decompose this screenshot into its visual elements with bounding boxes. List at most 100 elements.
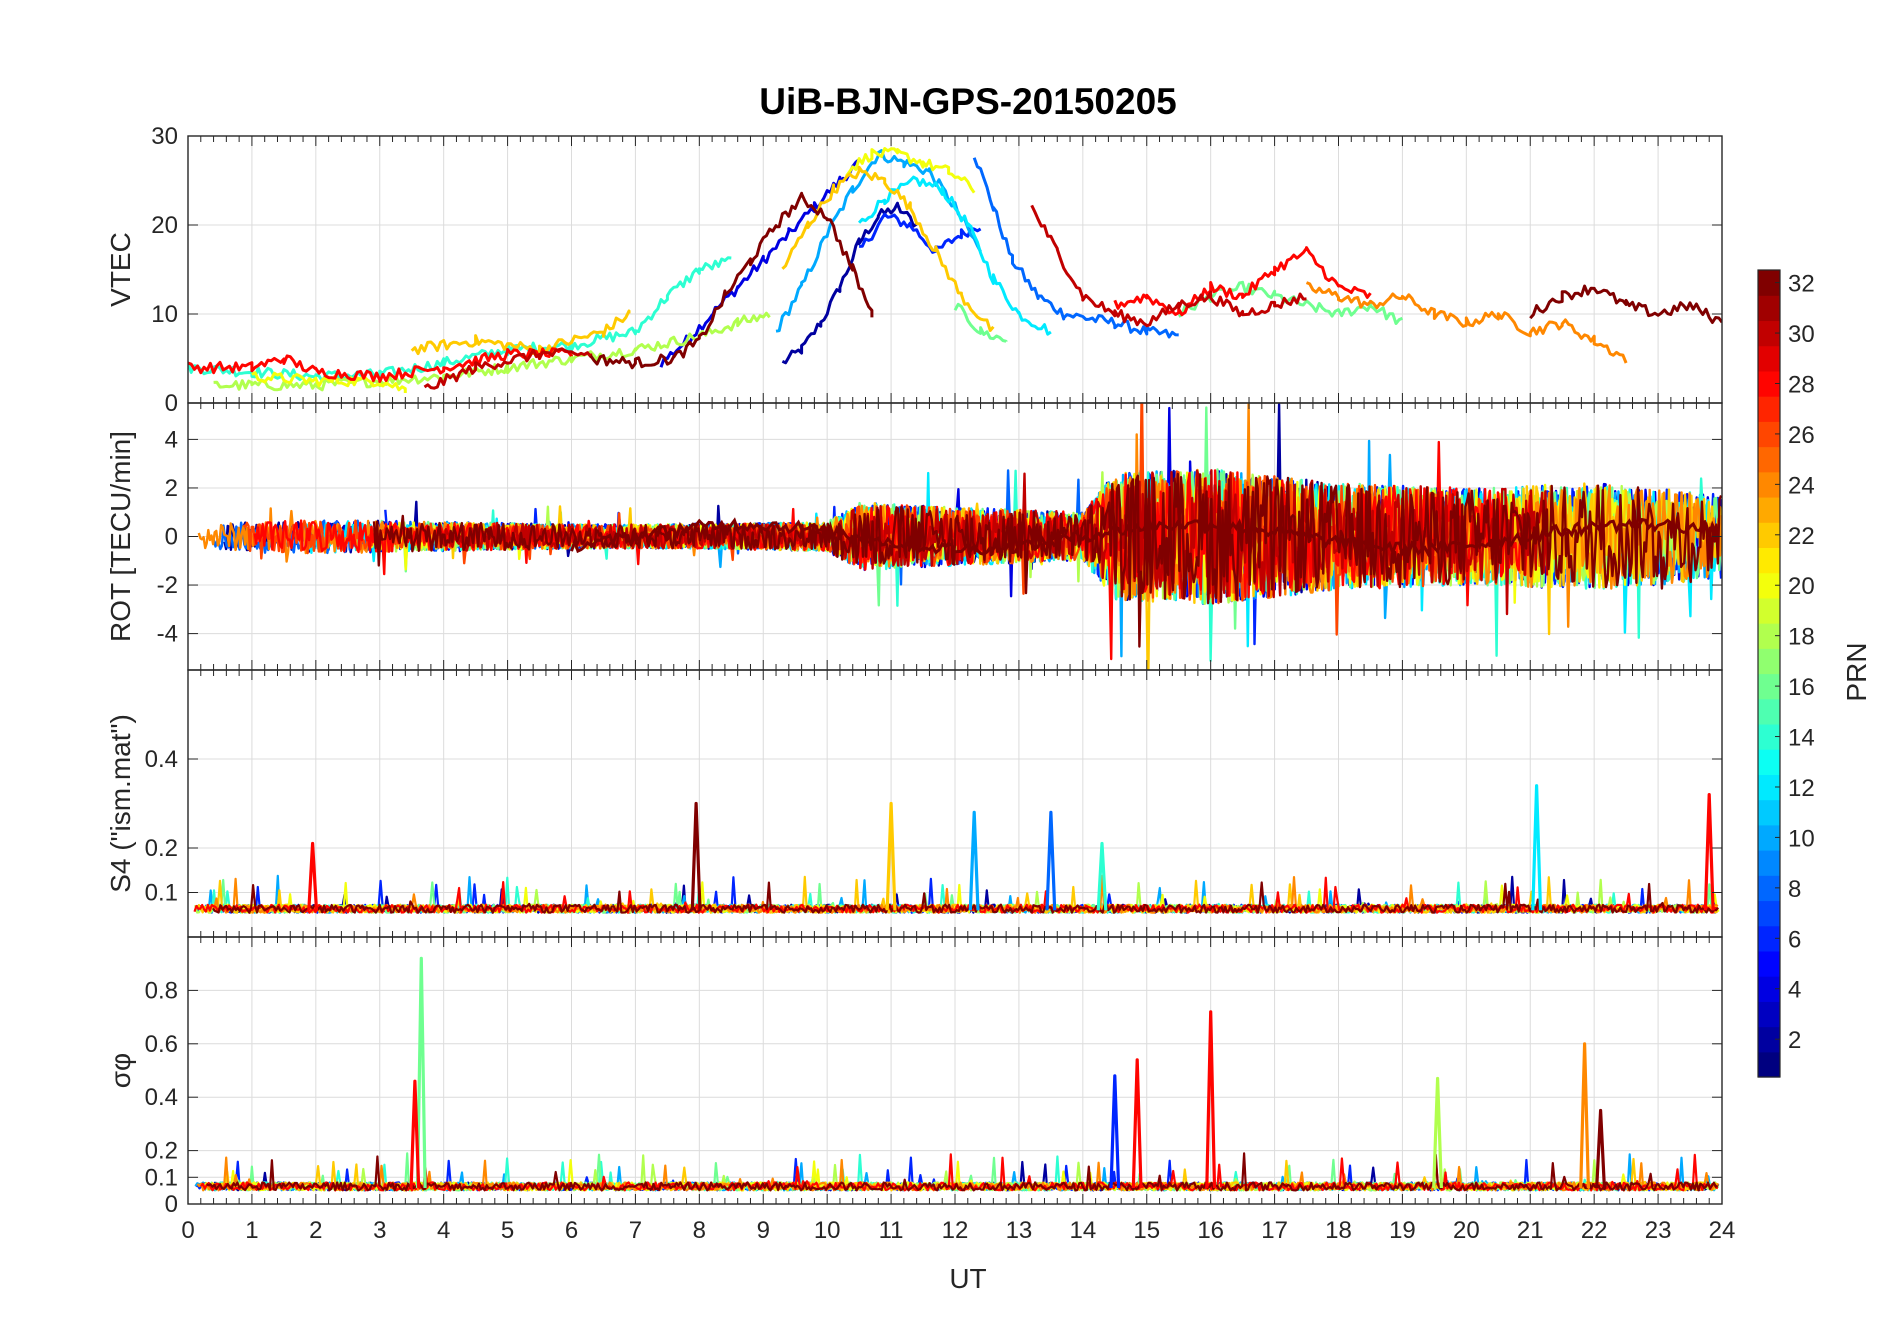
sigma_phi-peak-2 [1109,1074,1121,1189]
x-tick-label: 3 [373,1217,386,1244]
y-tick-label: 0 [165,524,178,551]
y-tick-label: 0.4 [145,1084,178,1111]
colorbar-tick-label: 30 [1788,321,1815,348]
x-tick-label: 13 [1006,1217,1033,1244]
colorbar-tick-label: 22 [1788,523,1815,550]
y-tick-label: 2 [165,475,178,502]
colorbar-segment [1758,623,1780,649]
sigma_phi-peak-0 [415,956,427,1189]
vtec-series-prn-8 [972,157,1179,339]
x-tick-label: 6 [565,1217,578,1244]
tick-marks [187,937,1723,1204]
colorbar-tick-label: 16 [1788,674,1815,701]
colorbar-tick-label: 8 [1788,876,1801,903]
colorbar-segment [1758,1051,1780,1078]
rot-series-prn-32-trend [570,517,1720,559]
x-tick-label: 24 [1709,1217,1736,1244]
rot-series-prn-32 [372,472,1722,648]
colorbar-segment [1758,471,1780,498]
sigma_phi-peak-5 [1432,1076,1443,1189]
s4-peak-2 [885,801,897,911]
tick-marks [187,670,1723,937]
colorbar-segment [1758,698,1780,725]
x-tick-label: 7 [629,1217,642,1244]
vtec-series-prn-30 [423,204,1307,390]
colorbar-tick-label: 2 [1788,1027,1801,1054]
vtec-series-prn-20 [251,147,976,393]
s4-peak-1 [690,801,702,911]
colorbar-segment [1758,850,1780,876]
colorbar-segment [1758,950,1780,977]
vtec-series-prn-6 [859,212,982,254]
colorbar-segment [1758,749,1780,775]
y-tick-label: 4 [165,426,178,453]
colorbar-segment [1758,824,1780,851]
colorbar-segment [1758,345,1780,372]
plot-area [194,956,1720,1192]
x-tick-label: 18 [1325,1217,1352,1244]
colorbar-tick-label: 32 [1788,271,1815,298]
colorbar-tick-label: 10 [1788,825,1815,852]
y-tick-labels: 00.10.2 0.4 0.6 0.8 [145,977,1722,1218]
x-tick-label: 14 [1069,1217,1096,1244]
colorbar-segment [1758,496,1780,523]
colorbar-segment [1758,270,1780,296]
y-tick-label: 0 [165,390,178,417]
y-axis-label-s4: S4 ("ism.mat") [105,714,136,893]
colorbar-segment [1758,774,1780,801]
vtec-series-prn-32 [589,191,1722,370]
y-tick-label: 0.6 [145,1031,178,1058]
colorbar-tick-label: 4 [1788,977,1801,1004]
colorbar-segment [1758,421,1780,448]
y-axis-label-rot: ROT [TECU/min] [105,431,136,642]
panel-sigma_phi: 00.10.2 0.4 0.6 0.8 σφ [105,936,1723,1218]
panel-rot: -4 -2 0 2 4 ROT [TECU/min] [105,402,1723,671]
colorbar-tick-label: 6 [1788,926,1801,953]
y-tick-labels: 0.1 0.2 0.4 [145,746,1722,907]
colorbar-segment [1758,320,1780,347]
y-axis-label-sigma_phi: σφ [105,1053,136,1088]
x-tick-label: 1 [245,1217,258,1244]
colorbar-segment [1758,446,1780,473]
colorbar-segment [1758,799,1780,826]
y-tick-label: 0.8 [145,977,178,1004]
x-tick-label: 22 [1581,1217,1608,1244]
colorbar-segment [1758,723,1780,750]
y-tick-label: -2 [157,572,178,599]
y-tick-label: -4 [157,621,178,648]
y-tick-labels: -4 -2 0 2 4 [157,426,1722,648]
y-tick-label: 0.1 [145,880,178,907]
s4-series-prn-32 [212,881,1719,914]
colorbar-segment [1758,1001,1780,1028]
s4-peak-3 [968,810,980,911]
colorbar-segment [1758,900,1780,927]
vtec-series-prn-4 [659,158,861,368]
x-tick-label: 17 [1261,1217,1288,1244]
colorbar-tick-label: 24 [1788,472,1815,499]
s4-peak-7 [1703,793,1715,911]
tick-marks [187,403,1723,670]
colorbar-segment [1758,648,1780,675]
colorbar-tick-label: 28 [1788,371,1815,398]
y-axis-label-vtec: VTEC [105,232,136,307]
s4-peak-4 [1045,810,1057,911]
vtec-series-prn-24 [1305,281,1628,364]
colorbar-tick-label: 18 [1788,624,1815,651]
x-tick-label: 16 [1197,1217,1224,1244]
colorbar-segment [1758,597,1780,624]
s4-peak-0 [307,841,319,911]
colorbar-segment [1758,976,1780,1002]
x-tick-label: 5 [501,1217,514,1244]
colorbar-tick-label: 14 [1788,725,1815,752]
x-tick-label: 19 [1389,1217,1416,1244]
x-tick-label: 0 [181,1217,194,1244]
plot-area [197,403,1722,670]
x-tick-label: 21 [1517,1217,1544,1244]
colorbar-tick-label: 20 [1788,573,1815,600]
colorbar-segment [1758,547,1780,574]
y-tick-labels: 0 10 20 30 [151,123,1722,417]
sigma_phi-series-prn-32 [206,1152,1719,1192]
y-tick-label: 0 [165,1191,178,1218]
